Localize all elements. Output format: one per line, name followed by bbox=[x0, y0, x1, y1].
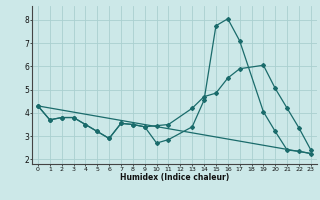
X-axis label: Humidex (Indice chaleur): Humidex (Indice chaleur) bbox=[120, 173, 229, 182]
